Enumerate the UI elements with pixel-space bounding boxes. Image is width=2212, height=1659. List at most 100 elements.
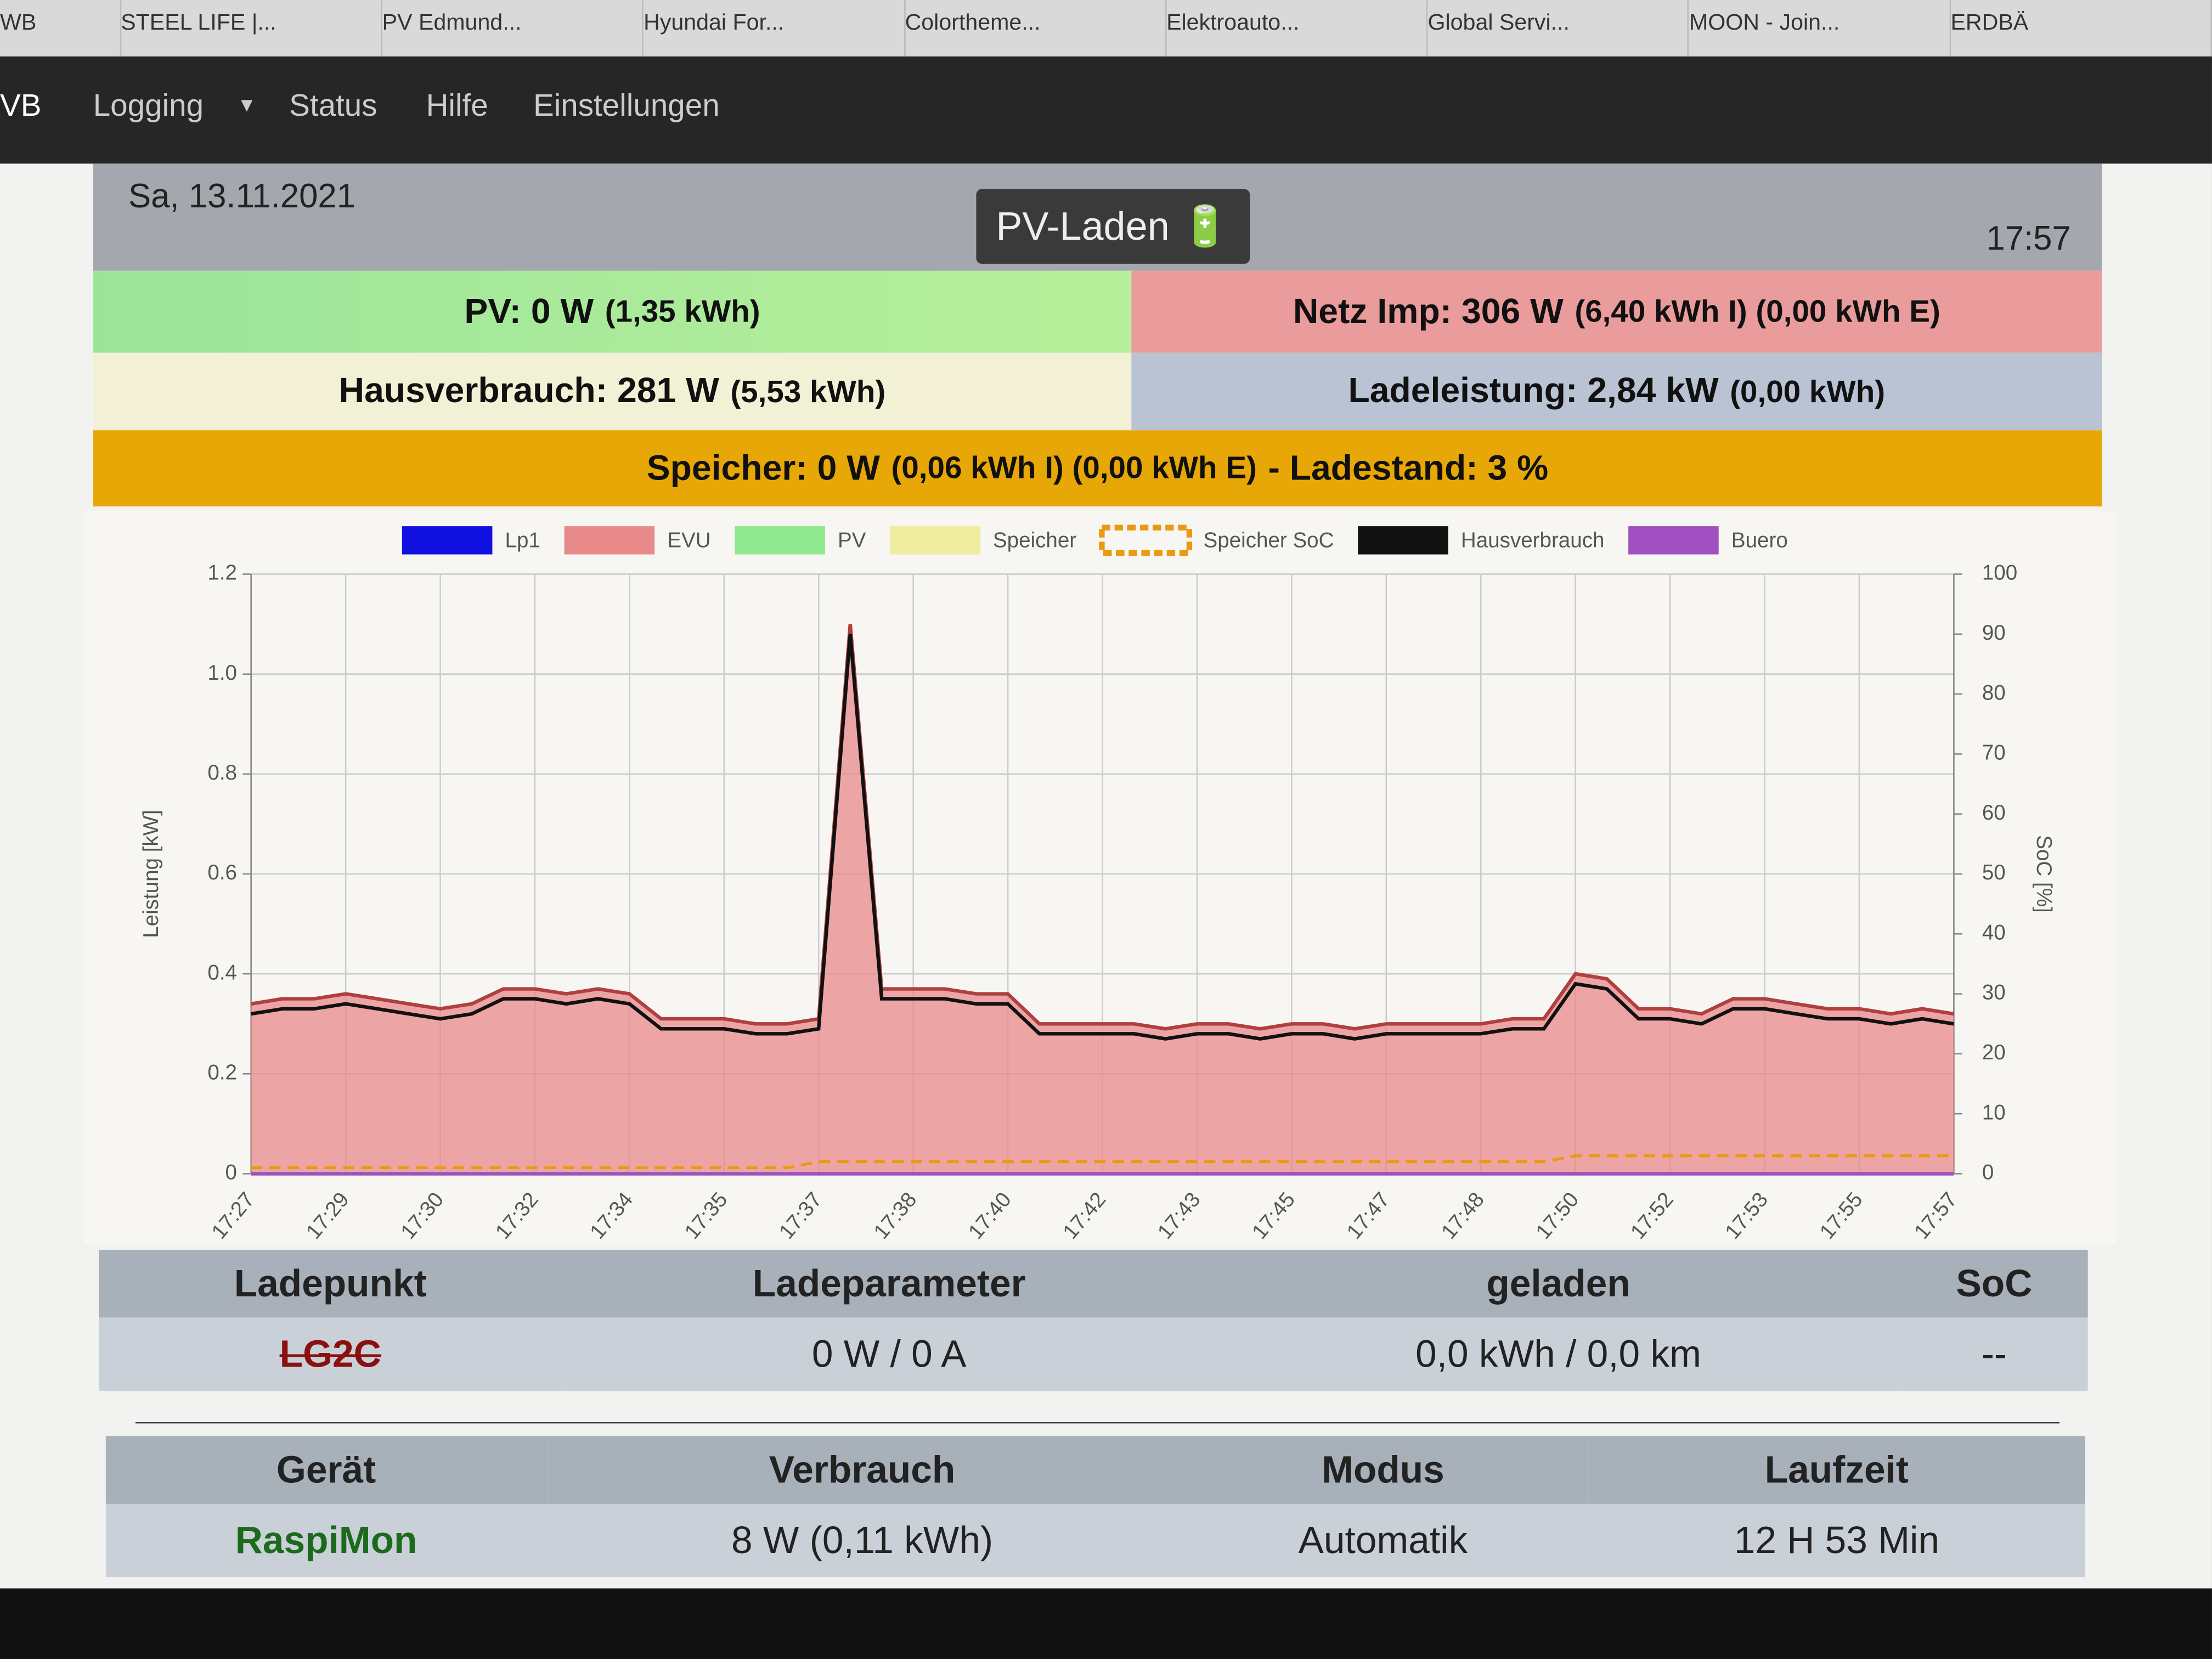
nav-item[interactable]: Status (289, 87, 377, 123)
x-tick-label: 17:38 (869, 1188, 921, 1244)
cell: 0 W / 0 A (562, 1317, 1216, 1391)
y2-tick-label: 0 (1982, 1161, 1994, 1184)
y2-tick-label: 70 (1982, 741, 2006, 765)
x-tick-label: 17:43 (1153, 1188, 1205, 1244)
date: Sa, 13.11.2021 (128, 177, 356, 216)
x-tick-label: 17:35 (680, 1188, 732, 1244)
status-soc: - Ladestand: 3 % (1268, 448, 1549, 488)
area (251, 624, 1954, 1174)
cell: 0,0 kWh / 0,0 km (1216, 1317, 1901, 1391)
dropdown-caret: ▼ (236, 93, 257, 116)
x-tick-label: 17:53 (1720, 1188, 1773, 1244)
y-tick-label: 0.6 (207, 861, 237, 884)
status-main: Ladeleistung: 2,84 kW (1348, 371, 1719, 411)
cell[interactable]: LG2C (98, 1317, 562, 1391)
nav-item[interactable]: Logging (93, 87, 204, 123)
brand[interactable]: VB (0, 87, 42, 123)
y2-tick-label: 100 (1982, 561, 2017, 585)
legend-swatch (890, 526, 980, 555)
column-header: Ladepunkt (98, 1250, 562, 1318)
legend-label: Speicher SoC (1204, 529, 1334, 552)
mode-button[interactable]: PV-Laden 🔋 (976, 189, 1250, 264)
status-haus: Hausverbrauch: 281 W (5,53 kWh) (93, 352, 1132, 431)
column-header: Modus (1177, 1436, 1589, 1504)
legend-label: Speicher (993, 529, 1076, 552)
table-header: Gerät Verbrauch Modus Laufzeit (105, 1436, 2085, 1504)
table-row: RaspiMon 8 W (0,11 kWh) Automatik 12 H 5… (105, 1504, 2085, 1577)
legend-swatch (402, 526, 493, 555)
legend-label: EVU (667, 529, 710, 552)
column-header: Ladeparameter (562, 1250, 1216, 1318)
cell: 12 H 53 Min (1588, 1504, 2085, 1577)
x-tick-label: 17:48 (1437, 1188, 1489, 1244)
legend-label: Hausverbrauch (1461, 529, 1605, 552)
y-tick-label: 0.4 (207, 961, 237, 984)
y2-tick-label: 50 (1982, 861, 2006, 884)
time: 17:57 (1986, 220, 2071, 258)
x-tick-label: 17:29 (302, 1188, 354, 1244)
legend-swatch (735, 526, 825, 555)
nav-item[interactable]: Hilfe (426, 87, 488, 123)
legend-label: PV (838, 529, 866, 552)
status-detail: (1,35 kWh) (605, 293, 760, 329)
x-tick-label: 17:50 (1531, 1188, 1583, 1244)
x-tick-label: 17:34 (585, 1188, 637, 1244)
chart: 0 0.2 0.4 0.6 0.8 1.0 1.2 0 10 20 30 40 50 60 70 80 90 10… (84, 510, 2117, 1244)
status-main: Netz Imp: 306 W (1293, 291, 1564, 331)
x-tick-label: 17:40 (964, 1188, 1016, 1244)
column-header: geladen (1216, 1250, 1901, 1318)
bookmark[interactable]: Colortheme... (905, 0, 1167, 57)
status-speicher: Speicher: 0 W (0,06 kWh I) (0,00 kWh E) - … (93, 430, 2102, 507)
x-tick-label: 17:52 (1626, 1188, 1678, 1244)
y-tick-label: 0.8 (207, 761, 237, 785)
x-tick-label: 17:30 (396, 1188, 448, 1244)
nav-item[interactable]: Einstellungen (533, 87, 720, 123)
y2-tick-label: 60 (1982, 801, 2006, 825)
column-header: Laufzeit (1588, 1436, 2085, 1504)
status-netz: Netz Imp: 306 W (6,40 kWh I) (0,00 kWh E) (1131, 270, 2102, 353)
table-header: Ladepunkt Ladeparameter geladen SoC (98, 1250, 2088, 1318)
y-tick-label: 0.2 (207, 1060, 237, 1084)
legend-swatch (1628, 526, 1719, 555)
legend-label: Buero (1731, 529, 1788, 552)
y2-tick-label: 10 (1982, 1101, 2006, 1124)
y2-tick-label: 40 (1982, 921, 2006, 944)
y2-tick-label: 90 (1982, 621, 2006, 645)
column-header: Verbrauch (546, 1436, 1178, 1504)
bookmark[interactable]: MOON - Join... (1689, 0, 1951, 57)
status-detail: (5,53 kWh) (730, 373, 886, 409)
status-detail: (6,40 kWh I) (0,00 kWh E) (1575, 293, 1940, 329)
column-header: Gerät (105, 1436, 547, 1504)
bookmark[interactable]: Global Servi... (1428, 0, 1690, 57)
legend-label: Lp1 (505, 529, 540, 552)
cell: 8 W (0,11 kWh) (546, 1504, 1178, 1577)
x-tick-label: 17:55 (1815, 1188, 1867, 1244)
header: Sa, 13.11.2021 PV-Laden 🔋 17:57 (93, 163, 2102, 271)
bookmark[interactable]: ERDBÄ (1950, 0, 2212, 57)
status-lade: Ladeleistung: 2,84 kW (0,00 kWh) (1131, 352, 2102, 431)
bookmark[interactable]: Elektroauto... (1166, 0, 1428, 57)
bookmark[interactable]: STEEL LIFE |... (121, 0, 382, 57)
bookmark-bar: WB STEEL LIFE |... PV Edmund... Hyundai … (0, 0, 2212, 57)
line (251, 1154, 1954, 1170)
line (251, 624, 1954, 1031)
status-main: Speicher: 0 W (646, 448, 880, 488)
tab[interactable]: WB (0, 0, 121, 57)
mode-label: PV-Laden (996, 204, 1170, 249)
status-detail: (0,06 kWh I) (0,00 kWh E) (891, 450, 1257, 486)
cell: -- (1900, 1317, 2088, 1391)
screen-bezel (0, 1588, 2212, 1659)
status-pv: PV: 0 W (1,35 kWh) (93, 270, 1132, 353)
x-tick-label: 17:37 (775, 1188, 827, 1244)
y-axis-title: Leistung [kW] (139, 810, 163, 938)
x-tick-label: 17:42 (1058, 1188, 1110, 1244)
ladepunkt-table: Ladepunkt Ladeparameter geladen SoC LG2C… (98, 1250, 2088, 1391)
bookmark[interactable]: Hyundai For... (644, 0, 905, 57)
x-tick-label: 17:47 (1342, 1188, 1395, 1244)
bookmark[interactable]: PV Edmund... (382, 0, 644, 57)
cell[interactable]: RaspiMon (105, 1504, 547, 1577)
separator (135, 1421, 2060, 1424)
